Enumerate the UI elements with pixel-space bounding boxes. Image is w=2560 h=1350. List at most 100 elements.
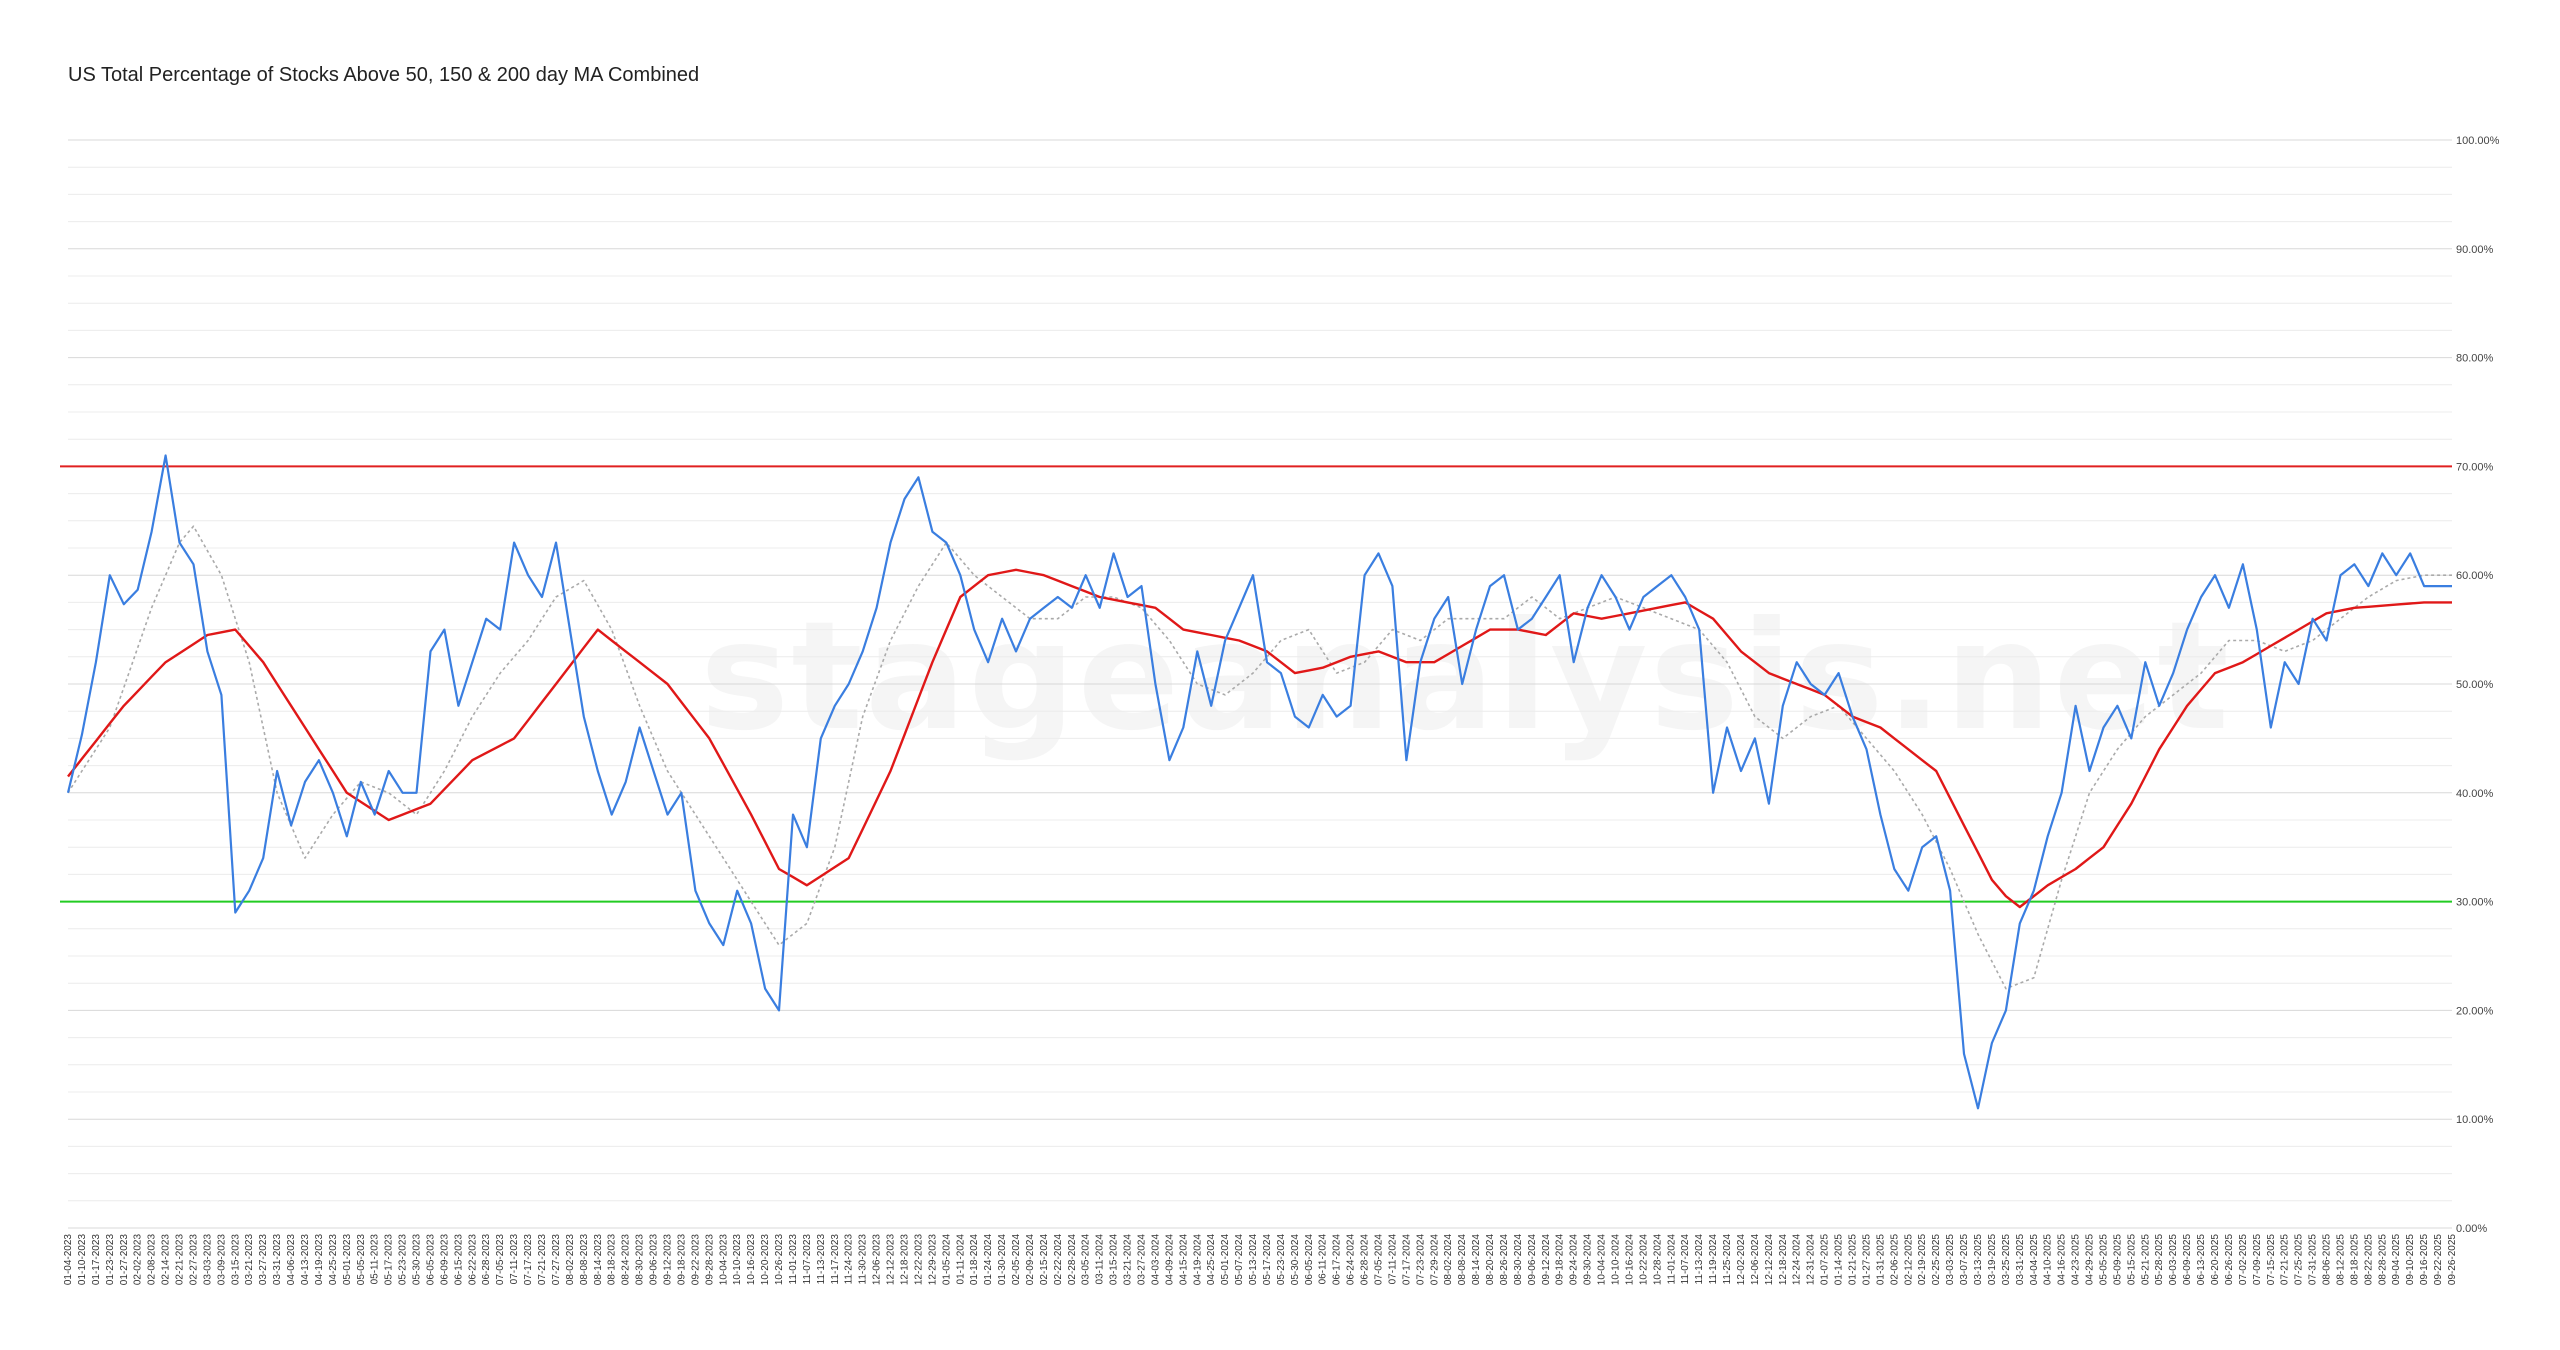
x-tick-label: 06-05-2024 xyxy=(1304,1234,1315,1286)
x-tick-label: 08-30-2024 xyxy=(1513,1234,1524,1286)
x-tick-label: 09-18-2023 xyxy=(676,1234,687,1286)
x-tick-label: 06-17-2024 xyxy=(1332,1234,1343,1286)
x-tick-label: 12-06-2023 xyxy=(872,1234,883,1286)
x-tick-label: 10-26-2023 xyxy=(774,1234,785,1286)
x-tick-label: 05-11-2023 xyxy=(370,1234,381,1285)
x-tick-label: 12-22-2023 xyxy=(913,1234,924,1286)
x-tick-label: 12-12-2024 xyxy=(1764,1234,1775,1286)
x-tick-label: 05-28-2025 xyxy=(2154,1234,2165,1286)
x-tick-label: 08-20-2024 xyxy=(1485,1234,1496,1286)
x-tick-label: 07-29-2024 xyxy=(1429,1234,1440,1286)
x-tick-label: 04-25-2023 xyxy=(328,1234,339,1286)
x-tick-label: 06-03-2025 xyxy=(2168,1234,2179,1286)
x-tick-label: 02-14-2023 xyxy=(161,1234,172,1286)
x-tick-label: 05-17-2024 xyxy=(1262,1234,1273,1286)
x-tick-label: 03-31-2025 xyxy=(2015,1234,2026,1286)
reference-lines xyxy=(60,465,2452,903)
x-tick-label: 01-24-2024 xyxy=(983,1234,994,1286)
x-tick-label: 08-28-2025 xyxy=(2377,1234,2388,1286)
x-tick-label: 12-18-2023 xyxy=(900,1234,911,1286)
x-tick-label: 04-19-2023 xyxy=(314,1234,325,1286)
x-tick-label: 09-06-2023 xyxy=(649,1234,660,1286)
x-tick-label: 06-11-2024 xyxy=(1318,1234,1329,1285)
x-tick-label: 09-04-2025 xyxy=(2391,1234,2402,1286)
x-tick-label: 07-27-2023 xyxy=(551,1234,562,1286)
y-tick-label: 10.00% xyxy=(2456,1114,2494,1126)
y-tick-label: 90.00% xyxy=(2456,244,2494,256)
chart-title: US Total Percentage of Stocks Above 50, … xyxy=(68,64,700,86)
x-tick-label: 01-27-2025 xyxy=(1862,1234,1873,1286)
x-tick-label: 04-09-2024 xyxy=(1164,1234,1175,1286)
x-tick-label: 02-15-2024 xyxy=(1039,1234,1050,1286)
x-tick-label: 04-04-2025 xyxy=(2029,1234,2040,1286)
x-tick-label: 07-05-2024 xyxy=(1374,1234,1385,1286)
x-tick-label: 02-02-2023 xyxy=(133,1234,144,1286)
x-tick-label: 04-03-2024 xyxy=(1150,1234,1161,1286)
x-tick-label: 01-27-2023 xyxy=(119,1234,130,1286)
x-tick-label: 07-05-2023 xyxy=(495,1234,506,1286)
x-tick-label: 01-18-2024 xyxy=(969,1234,980,1286)
x-tick-label: 06-20-2025 xyxy=(2210,1234,2221,1286)
x-tick-label: 07-02-2025 xyxy=(2238,1234,2249,1286)
series-line-2 xyxy=(67,568,2452,909)
x-tick-label: 04-16-2025 xyxy=(2057,1234,2068,1286)
x-tick-label: 04-25-2024 xyxy=(1206,1234,1217,1286)
x-tick-label: 11-01-2023 xyxy=(788,1234,799,1285)
x-tick-label: 03-31-2023 xyxy=(272,1234,283,1286)
x-tick-label: 03-25-2025 xyxy=(2001,1234,2012,1286)
x-tick-label: 01-17-2023 xyxy=(91,1234,102,1286)
x-tick-label: 09-28-2023 xyxy=(704,1234,715,1286)
x-tick-label: 09-30-2024 xyxy=(1583,1234,1594,1286)
series-lines xyxy=(66,454,2452,1110)
x-tick-label: 01-30-2024 xyxy=(997,1234,1008,1286)
x-tick-label: 04-06-2023 xyxy=(286,1234,297,1286)
x-tick-label: 09-16-2025 xyxy=(2419,1234,2430,1286)
x-tick-label: 11-19-2024 xyxy=(1708,1234,1719,1285)
x-tick-label: 08-24-2023 xyxy=(621,1234,632,1286)
x-tick-label: 03-27-2023 xyxy=(258,1234,269,1286)
x-tick-label: 05-09-2025 xyxy=(2112,1234,2123,1286)
x-tick-label: 03-21-2024 xyxy=(1123,1234,1134,1286)
x-tick-label: 03-07-2025 xyxy=(1959,1234,1970,1286)
x-tick-label: 04-29-2025 xyxy=(2085,1234,2096,1286)
x-tick-label: 09-18-2024 xyxy=(1555,1234,1566,1286)
x-tick-label: 01-05-2024 xyxy=(941,1234,952,1286)
x-tick-label: 11-13-2024 xyxy=(1694,1234,1705,1285)
x-tick-label: 03-21-2023 xyxy=(244,1234,255,1286)
x-tick-label: 03-15-2023 xyxy=(230,1234,241,1286)
x-tick-label: 01-04-2023 xyxy=(63,1234,74,1286)
x-tick-label: 12-12-2023 xyxy=(886,1234,897,1286)
x-tick-label: 08-08-2024 xyxy=(1457,1234,1468,1286)
x-tick-label: 11-13-2023 xyxy=(816,1234,827,1285)
series-line-1 xyxy=(66,454,2452,1110)
x-tick-label: 08-22-2025 xyxy=(2363,1234,2374,1286)
x-tick-label: 03-19-2025 xyxy=(1987,1234,1998,1286)
x-tick-label: 12-06-2024 xyxy=(1750,1234,1761,1286)
x-tick-label: 02-12-2025 xyxy=(1903,1234,1914,1286)
x-tick-label: 08-12-2025 xyxy=(2336,1234,2347,1286)
x-tick-label: 05-23-2023 xyxy=(398,1234,409,1286)
x-tick-label: 05-30-2024 xyxy=(1290,1234,1301,1286)
x-tick-label: 07-23-2024 xyxy=(1415,1234,1426,1286)
x-tick-label: 01-14-2025 xyxy=(1834,1234,1845,1286)
x-tick-label: 09-06-2024 xyxy=(1527,1234,1538,1286)
x-tick-label: 11-24-2023 xyxy=(844,1234,855,1285)
x-tick-label: 12-31-2024 xyxy=(1806,1234,1817,1286)
x-tick-label: 10-16-2023 xyxy=(746,1234,757,1286)
x-tick-label: 07-31-2025 xyxy=(2308,1234,2319,1286)
x-tick-label: 10-16-2024 xyxy=(1625,1234,1636,1286)
series-line-3 xyxy=(67,525,2452,990)
y-tick-label: 60.00% xyxy=(2456,570,2494,582)
x-tick-label: 03-15-2024 xyxy=(1109,1234,1120,1286)
x-tick-label: 02-09-2024 xyxy=(1025,1234,1036,1286)
x-tick-label: 10-22-2024 xyxy=(1638,1234,1649,1286)
x-tick-label: 12-29-2023 xyxy=(927,1234,938,1286)
x-tick-label: 10-10-2023 xyxy=(732,1234,743,1286)
x-tick-label: 06-28-2023 xyxy=(481,1234,492,1286)
x-tick-label: 10-04-2023 xyxy=(718,1234,729,1286)
x-tick-label: 06-15-2023 xyxy=(453,1234,464,1286)
x-tick-label: 02-06-2025 xyxy=(1889,1234,1900,1286)
x-tick-label: 11-17-2023 xyxy=(830,1234,841,1285)
x-tick-label: 08-08-2023 xyxy=(579,1234,590,1286)
x-tick-label: 07-21-2025 xyxy=(2280,1234,2291,1286)
